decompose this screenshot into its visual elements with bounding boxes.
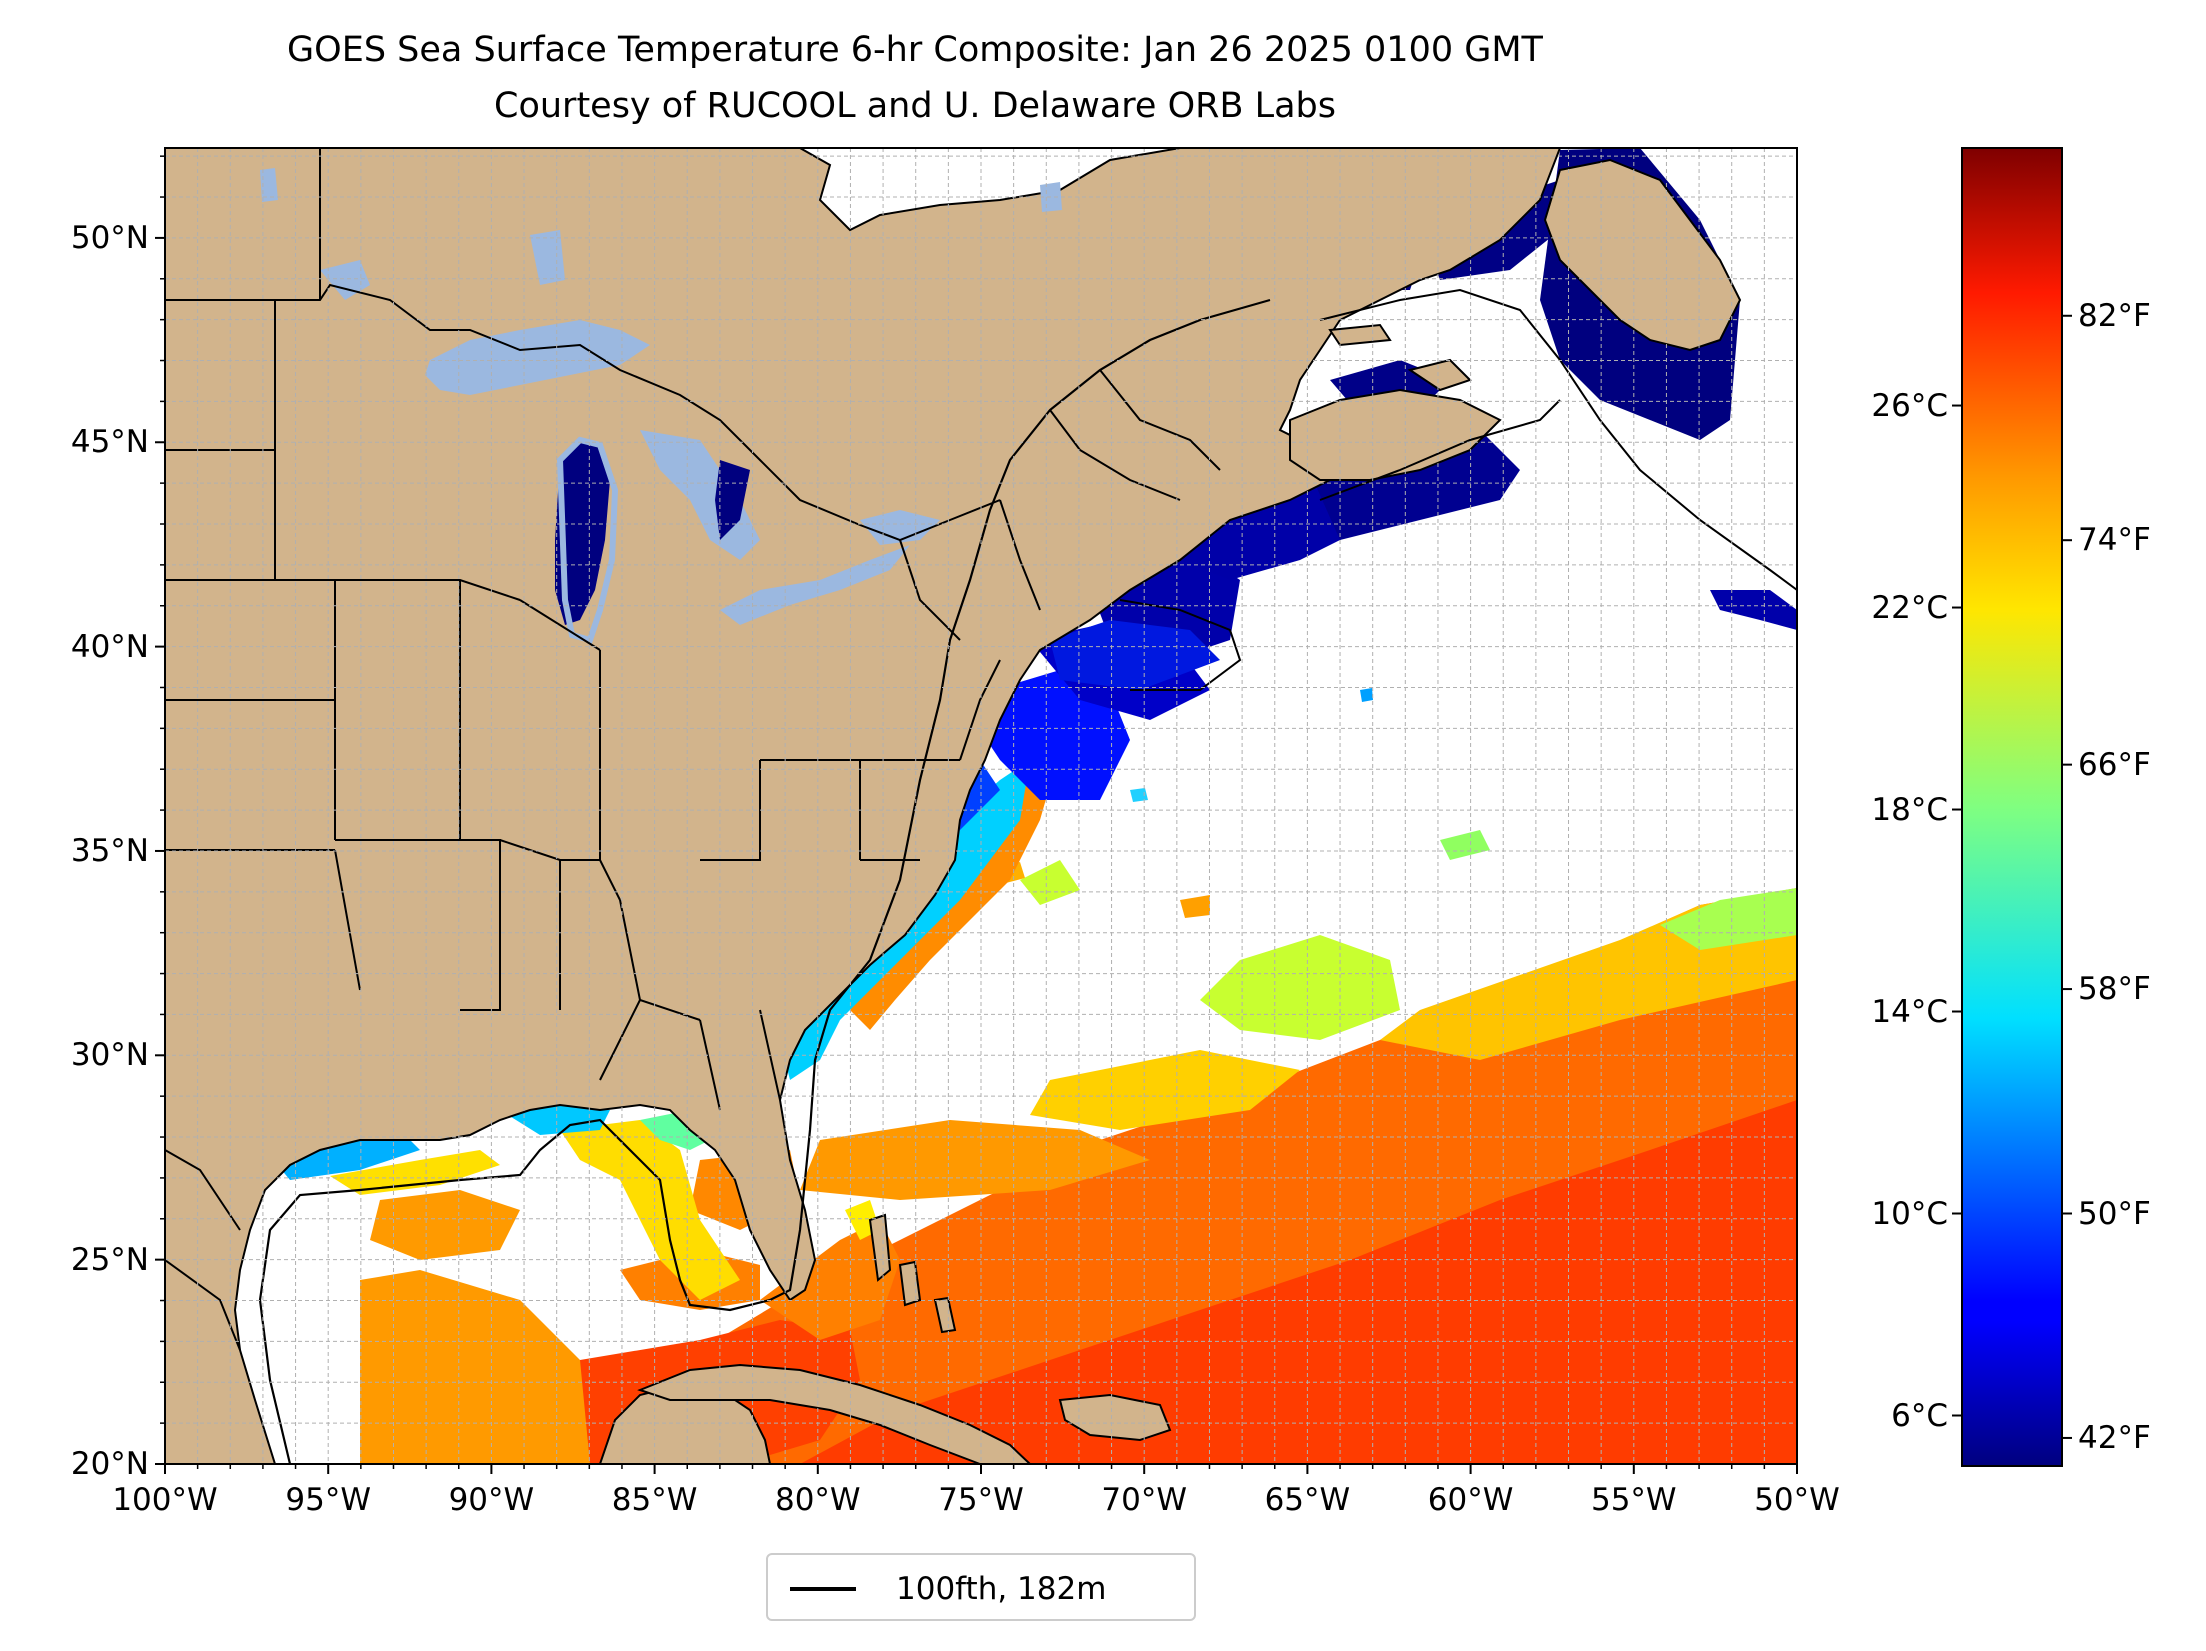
colorbar-fahrenheit-label: 74°F [2078,522,2151,559]
y-tick-label: 25°N [70,1241,149,1278]
map-axis-ticks [155,155,1798,1474]
contour-100fth-banks [1119,399,1561,691]
contour-100fth-shelf [1319,288,1797,591]
colorbar-fahrenheit-label: 58°F [2078,971,2151,1008]
colorbar-celsius-label: 18°C [1871,791,1948,828]
x-tick-label: 65°W [1264,1482,1351,1518]
colorbar-fahrenheit-label: 42°F [2078,1419,2151,1456]
colorbar-celsius-label: 10°C [1871,1195,1948,1232]
chart-subtitle: Courtesy of RUCOOL and U. Delaware ORB L… [494,86,1336,126]
land [165,148,1742,1464]
x-tick-label: 70°W [1101,1482,1187,1518]
map-gridlines [165,148,1797,1464]
y-tick-label: 50°N [70,219,149,256]
y-tick-label: 20°N [70,1446,149,1482]
x-tick-label: 95°W [285,1482,371,1518]
colorbar-celsius-label: 6°C [1891,1397,1948,1434]
x-tick-label: 80°W [774,1482,861,1518]
y-tick-label: 45°N [70,424,149,461]
x-tick-label: 55°W [1590,1482,1677,1518]
x-tick-label: 100°W [112,1482,218,1518]
chart-title: GOES Sea Surface Temperature 6-hr Compos… [287,30,1543,70]
colorbar [1961,147,2063,1467]
x-tick-label: 90°W [448,1482,535,1518]
x-tick-label: 75°W [938,1482,1024,1518]
colorbar-ticks [1952,314,2072,1439]
x-tick-label: 60°W [1427,1482,1514,1518]
legend: 100fth, 182m [766,1553,1196,1621]
legend-label: 100fth, 182m [896,1571,1107,1607]
colorbar-celsius-label: 26°C [1871,387,1948,424]
colorbar-fahrenheit-label: 50°F [2078,1195,2151,1232]
y-tick-label: 35°N [70,832,149,869]
x-tick-label: 50°W [1754,1482,1840,1518]
colorbar-celsius-label: 22°C [1871,589,1948,626]
y-tick-label: 30°N [70,1037,149,1074]
colorbar-fahrenheit-label: 66°F [2078,746,2151,783]
colorbar-fahrenheit-label: 82°F [2078,297,2151,334]
great-lakes [260,168,1062,644]
map-area [165,148,1797,1464]
y-tick-label: 40°N [70,628,149,665]
legend-line-swatch [790,1587,856,1591]
x-tick-label: 85°W [611,1482,698,1518]
colorbar-celsius-label: 14°C [1871,993,1948,1030]
